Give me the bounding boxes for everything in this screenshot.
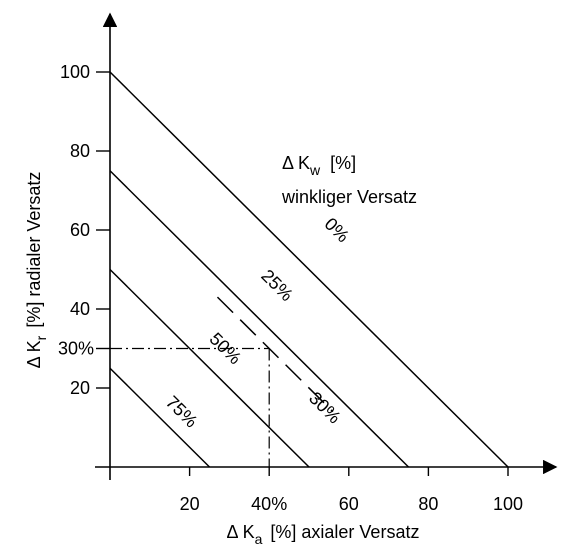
- legend-subtitle: winkliger Versatz: [281, 187, 417, 207]
- y-axis-title-prefix: Δ K: [24, 340, 44, 368]
- y-tick-label-80: 80: [70, 141, 90, 161]
- y-tick-label-100: 100: [60, 62, 90, 82]
- x-axis-title-suffix: [%] axialer Versatz: [270, 522, 419, 542]
- series-labels: 0%25%50%75% 30%: [162, 214, 353, 432]
- y-tick-label-60: 60: [70, 220, 90, 240]
- x-tick-label-100: 100: [493, 494, 523, 514]
- series-line-30pct: [216, 296, 334, 413]
- legend-title-sub: w: [309, 162, 321, 178]
- series-line-75pct: [109, 367, 211, 468]
- legend-title-prefix: Δ K: [282, 153, 310, 173]
- y-marker-label: 30%: [58, 339, 94, 359]
- y-ticks: 20 40 60 80 100: [60, 62, 110, 398]
- y-axis-title: Δ Kr [%] radialer Versatz: [24, 172, 49, 369]
- series-line-50pct: [109, 268, 310, 468]
- series-label-30pct: 30%: [305, 388, 345, 428]
- x-tick-label-80: 80: [418, 494, 438, 514]
- series-label-50pct: 50%: [206, 329, 246, 369]
- x-tick-label-60: 60: [339, 494, 359, 514]
- y-axis-title-suffix: [%] radialer Versatz: [24, 172, 44, 328]
- x-tick-label-20: 20: [180, 494, 200, 514]
- x-tick-label-40: 40%: [251, 494, 287, 514]
- y-tick-label-40: 40: [70, 299, 90, 319]
- x-axis-title: Δ Ka [%] axialer Versatz: [227, 522, 420, 547]
- y-axis-title-sub: r: [33, 335, 49, 340]
- x-axis-title-prefix: Δ K: [227, 522, 255, 542]
- legend-title: Δ Kw [%]: [282, 153, 356, 178]
- x-axis-title-sub: a: [255, 531, 263, 547]
- series-line-25pct: [109, 170, 410, 468]
- legend-title-suffix: [%]: [330, 153, 356, 173]
- x-ticks: 20 40% 60 80 100: [180, 467, 523, 514]
- guide-lines: [110, 347, 270, 467]
- series-label-0pct: 0%: [321, 214, 354, 247]
- series-label-25pct: 25%: [257, 266, 297, 306]
- series-line-0pct: [109, 71, 509, 468]
- series-lines: [109, 71, 509, 468]
- y-tick-label-20: 20: [70, 378, 90, 398]
